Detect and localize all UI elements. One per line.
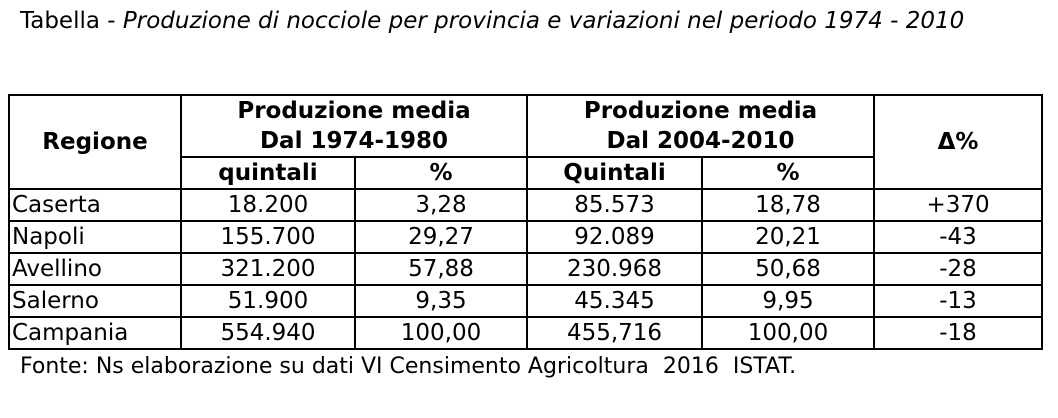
cell-region: Salerno (8, 284, 182, 318)
header-period-1974-1980: Produzione media Dal 1974-1980 (179, 94, 529, 158)
cell-percent-1974: 57,88 (353, 252, 529, 286)
header-delta-percent: Δ% (873, 94, 1044, 190)
cell-quintali-1974: 18.200 (180, 188, 356, 222)
header-group2-line1: Produzione media (583, 98, 818, 124)
table-row: Napoli 155.700 29,27 92.089 20,21 -43 (8, 220, 1044, 254)
header-unit-quintali-2: Quintali (526, 156, 704, 190)
table-caption: Tabella - Produzione di nocciole per pro… (20, 4, 1040, 38)
cell-delta: -28 (873, 252, 1044, 286)
table-row: Avellino 321.200 57,88 230.968 50,68 -28 (8, 252, 1044, 286)
header-unit-quintali-1: quintali (180, 156, 356, 190)
header-period-2004-2010: Produzione media Dal 2004-2010 (526, 94, 876, 158)
cell-quintali-1974: 155.700 (180, 220, 356, 254)
table-row: Caserta 18.200 3,28 85.573 18,78 +370 (8, 188, 1044, 222)
cell-percent-1974: 100,00 (353, 316, 529, 350)
cell-quintali-2004: 45.345 (526, 284, 704, 318)
cell-percent-2004: 50,68 (701, 252, 876, 286)
cell-percent-1974: 3,28 (353, 188, 529, 222)
header-group2-line2: Dal 2004-2010 (606, 128, 795, 154)
header-group1-line1: Produzione media (237, 98, 471, 124)
caption-lead: Tabella - (20, 8, 123, 34)
cell-delta: -43 (873, 220, 1044, 254)
cell-percent-2004: 18,78 (701, 188, 876, 222)
hazelnut-production-table: Regione Produzione media Dal 1974-1980 P… (8, 94, 1044, 350)
header-unit-percent-1: % (353, 156, 529, 190)
cell-quintali-2004: 455,716 (526, 316, 704, 350)
header-unit-percent-2: % (701, 156, 876, 190)
cell-quintali-2004: 85.573 (526, 188, 704, 222)
cell-percent-1974: 9,35 (353, 284, 529, 318)
cell-delta: -13 (873, 284, 1044, 318)
cell-delta: +370 (873, 188, 1044, 222)
cell-percent-2004: 100,00 (701, 316, 876, 350)
cell-quintali-1974: 554.940 (180, 316, 356, 350)
header-region: Regione (8, 94, 182, 190)
header-group1-line2: Dal 1974-1980 (259, 128, 449, 154)
table-row: Campania 554.940 100,00 455,716 100,00 -… (8, 316, 1044, 350)
table-row: Salerno 51.900 9,35 45.345 9,95 -13 (8, 284, 1044, 318)
cell-region: Caserta (8, 188, 182, 222)
cell-delta: -18 (873, 316, 1044, 350)
cell-percent-1974: 29,27 (353, 220, 529, 254)
cell-quintali-1974: 321.200 (180, 252, 356, 286)
caption-title: Produzione di nocciole per provincia e v… (122, 8, 965, 34)
cell-quintali-2004: 92.089 (526, 220, 704, 254)
cell-quintali-1974: 51.900 (180, 284, 356, 318)
cell-percent-2004: 20,21 (701, 220, 876, 254)
cell-quintali-2004: 230.968 (526, 252, 704, 286)
cell-region: Campania (8, 316, 182, 350)
cell-region: Napoli (8, 220, 182, 254)
cell-percent-2004: 9,95 (701, 284, 876, 318)
cell-region: Avellino (8, 252, 182, 286)
source-note: Fonte: Ns elaborazione su dati VI Censim… (20, 354, 797, 379)
